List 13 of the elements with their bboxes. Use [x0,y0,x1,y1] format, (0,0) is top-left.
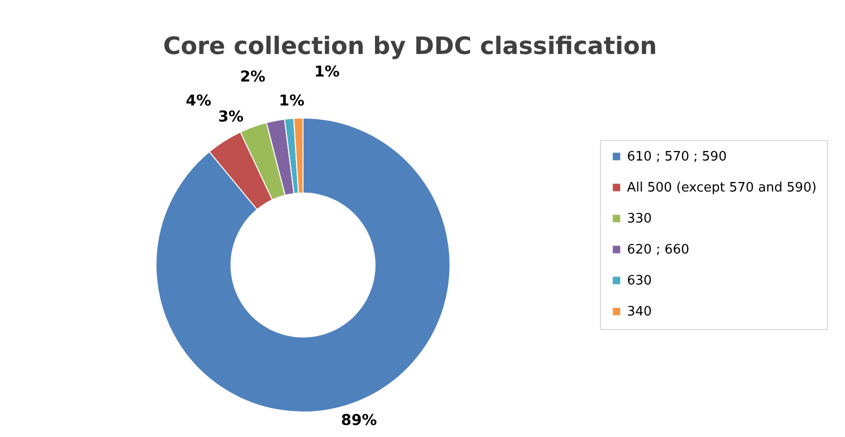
legend-label: 340 [627,304,652,320]
data-label: 2% [240,68,266,86]
legend-label: 630 [627,274,652,288]
chart-title: Core collection by DDC classification [163,32,657,60]
data-label: 1% [278,91,304,110]
data-label: 4% [186,91,212,110]
data-label: 1% [314,62,340,80]
legend-label: 610 ; 570 ; 590 [627,150,727,164]
data-label: 89% [340,411,377,430]
legend-label: 620 ; 660 [627,242,690,258]
legend-label: 330 [627,212,652,226]
legend-label: All 500 (except 570 and 590) [627,180,817,196]
data-label: 3% [218,108,244,126]
